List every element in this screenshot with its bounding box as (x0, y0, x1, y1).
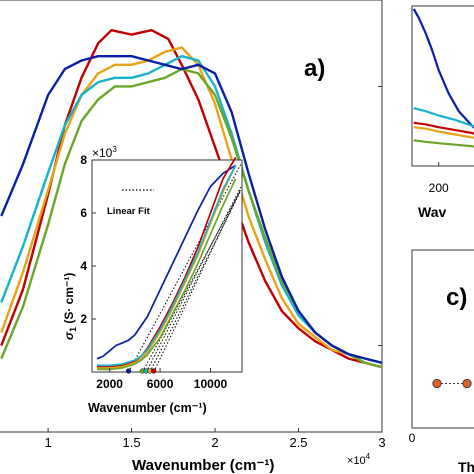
main-x-tick-label-4: 2.5 (289, 435, 307, 450)
inset-y-exponent-base: ×10 (92, 146, 113, 160)
inset-linear-fit-4 (149, 190, 242, 373)
panel-c: 0 c) Th (409, 249, 474, 474)
inset-legend: Linear Fit (107, 189, 154, 217)
inset-x-tick-label-3: 10000 (194, 377, 228, 391)
panel-c-series-group (432, 378, 472, 389)
inset-series-line-2 (97, 156, 237, 368)
inset-chart-panel: 2000 6000 10000 2 4 6 8 Linear Fit ×103 σ1 (S… (62, 145, 243, 415)
inset-x-tick-label-2: 6000 (147, 377, 174, 391)
inset-x-tick-label-1: 2000 (96, 377, 123, 391)
main-x-exponent-power: 4 (366, 452, 371, 461)
inset-linear-fit-1 (128, 164, 242, 373)
inset-y-tick-label-1: 2 (80, 312, 87, 326)
panel-c-x-tick-label-1: 0 (409, 431, 416, 445)
inset-linear-fits-group (125, 164, 242, 374)
inset-y-label-units: (S· cm⁻¹) (62, 273, 76, 327)
main-x-ticks: 1 1.5 2 2.5 3 (44, 428, 386, 450)
inset-y-exponent: ×103 (92, 145, 117, 160)
main-x-tick-label-5: 3 (378, 435, 385, 450)
main-series-line-5 (0, 55, 383, 365)
inset-x-axis-label: Wavenumber (cm⁻¹) (88, 401, 207, 415)
inset-y-label-subscript: 1 (68, 327, 78, 332)
top-right-x-ticks: 200 (429, 162, 449, 195)
inset-y-tick-label-2: 4 (80, 259, 87, 273)
inset-series-group (96, 156, 237, 371)
inset-series-line-5 (97, 178, 237, 371)
panel-c-x-ticks: 0 (409, 431, 416, 445)
inset-series-line-3 (97, 164, 237, 369)
inset-linear-fit-5 (153, 188, 242, 373)
panel-c-point-1 (432, 378, 442, 389)
main-series-line-1 (0, 29, 383, 369)
top-right-series-line-5 (413, 139, 474, 148)
top-right-series-group (412, 8, 474, 148)
inset-y-tick-label-3: 6 (80, 206, 87, 220)
inset-x-ticks: 2000 6000 10000 (96, 368, 227, 391)
inset-y-exponent-power: 3 (112, 145, 117, 154)
inset-legend-label: Linear Fit (107, 206, 151, 217)
main-plot-frame (0, 0, 383, 433)
main-x-tick-label-3: 2 (211, 435, 218, 450)
top-right-plot-frame (411, 5, 474, 167)
inset-fit-intercept-marker-5 (151, 368, 157, 374)
main-panel-label: a) (304, 55, 325, 82)
top-right-x-tick-label-1: 200 (429, 181, 449, 195)
top-right-chart-panel: 200 Wav (411, 5, 474, 220)
inset-y-ticks: 2 4 6 8 (80, 153, 96, 326)
inset-series-line-1 (96, 164, 237, 360)
top-right-series-line-1 (412, 8, 474, 129)
panel-c-label: c) (446, 284, 467, 311)
main-y-ticks (378, 85, 382, 347)
main-chart-panel: 1 1.5 2 2.5 3 a) Wavenumber (cm⁻¹) ×104 (0, 0, 386, 474)
inset-series-line-4 (97, 164, 237, 367)
main-x-tick-label-1: 1 (44, 435, 51, 450)
main-x-exponent: ×104 (347, 452, 371, 467)
panel-c-x-axis-label: Th (458, 459, 474, 474)
main-x-exponent-base: ×10 (347, 455, 366, 467)
panel-c-plot-frame (411, 249, 474, 429)
main-x-tick-label-2: 1.5 (123, 435, 141, 450)
inset-y-axis-label: σ1 (S· cm⁻¹) (62, 273, 78, 340)
inset-plot-frame (91, 159, 243, 373)
panel-c-point-2 (462, 378, 472, 389)
inset-fit-intercept-marker-1 (125, 368, 132, 374)
top-right-x-axis-label: Wav (418, 204, 446, 220)
inset-y-label-symbol: σ (62, 331, 76, 340)
main-x-axis-label: Wavenumber (cm⁻¹) (132, 457, 274, 474)
main-series-group (0, 29, 383, 369)
inset-linear-fit-2 (141, 189, 242, 373)
inset-y-tick-label-4: 8 (80, 153, 87, 167)
